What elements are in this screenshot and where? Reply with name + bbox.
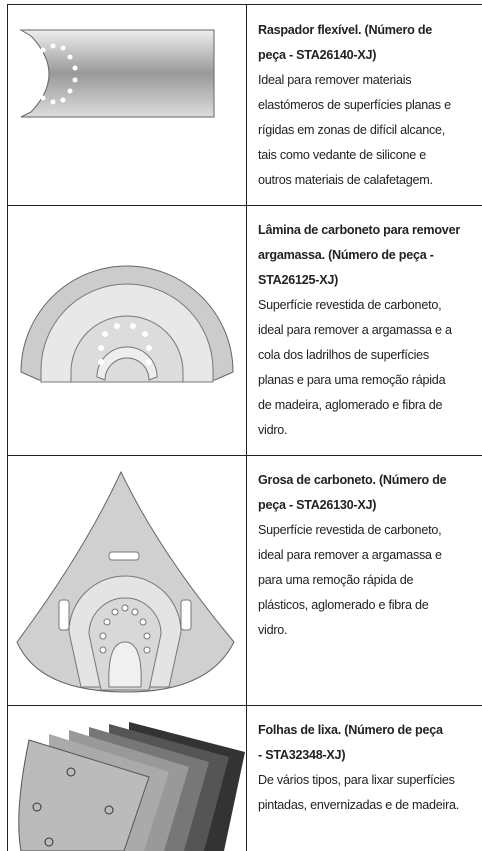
item-title: peça - STA26130-XJ) bbox=[258, 498, 377, 512]
item-body: para uma remoção rápida de bbox=[258, 573, 414, 587]
item-body: Superfície revestida de carboneto, bbox=[258, 523, 442, 537]
item-title: Folhas de lixa. (Número de peça bbox=[258, 723, 443, 737]
carbide-grout-blade-image bbox=[20, 265, 234, 383]
item-body: plásticos, aglomerado e fibra de bbox=[258, 598, 429, 612]
item-title: Grosa de carboneto. (Número de bbox=[258, 473, 447, 487]
table-border bbox=[7, 4, 8, 851]
carbide-rasp-image bbox=[16, 470, 235, 693]
item-body: vidro. bbox=[258, 623, 288, 637]
item-body: De vários tipos, para lixar superfícies bbox=[258, 773, 455, 787]
item-body: rígidas em zonas de difícil alcance, bbox=[258, 123, 446, 137]
row-divider bbox=[7, 705, 482, 706]
item-body: vidro. bbox=[258, 423, 288, 437]
item-body: ideal para remover a argamassa e bbox=[258, 548, 442, 562]
item-title: peça - STA26140-XJ) bbox=[258, 48, 377, 62]
table-border bbox=[7, 4, 482, 5]
item-title: Raspador flexível. (Número de bbox=[258, 23, 433, 37]
item-description: Grosa de carboneto. (Número de peça - STA… bbox=[258, 468, 482, 643]
item-body: pintadas, envernizadas e de madeira. bbox=[258, 798, 460, 812]
item-body: ideal para remover a argamassa e a bbox=[258, 323, 452, 337]
item-description: Folhas de lixa. (Número de peça - STA3234… bbox=[258, 718, 482, 818]
row-divider bbox=[7, 205, 482, 206]
row-divider bbox=[7, 455, 482, 456]
item-description: Lâmina de carboneto para remover argamass… bbox=[258, 218, 482, 443]
item-body: de madeira, aglomerado e fibra de bbox=[258, 398, 443, 412]
item-description: Raspador flexível. (Número de peça - STA2… bbox=[258, 18, 482, 193]
column-divider bbox=[246, 4, 247, 851]
sanding-sheets-image bbox=[18, 722, 245, 851]
item-title: - STA32348-XJ) bbox=[258, 748, 346, 762]
item-title: argamassa. (Número de peça - bbox=[258, 248, 434, 262]
item-body: tais como vedante de silicone e bbox=[258, 148, 426, 162]
item-title: STA26125-XJ) bbox=[258, 273, 339, 287]
item-body: Ideal para remover materiais bbox=[258, 73, 412, 87]
item-title: Lâmina de carboneto para remover bbox=[258, 223, 460, 237]
item-body: Superfície revestida de carboneto, bbox=[258, 298, 442, 312]
item-body: cola dos ladrilhos de superfícies bbox=[258, 348, 429, 362]
item-body: outros materiais de calafetagem. bbox=[258, 173, 433, 187]
item-body: planas e para uma remoção rápida bbox=[258, 373, 446, 387]
scraper-blade-image bbox=[19, 29, 215, 118]
item-body: elastómeros de superfícies planas e bbox=[258, 98, 451, 112]
